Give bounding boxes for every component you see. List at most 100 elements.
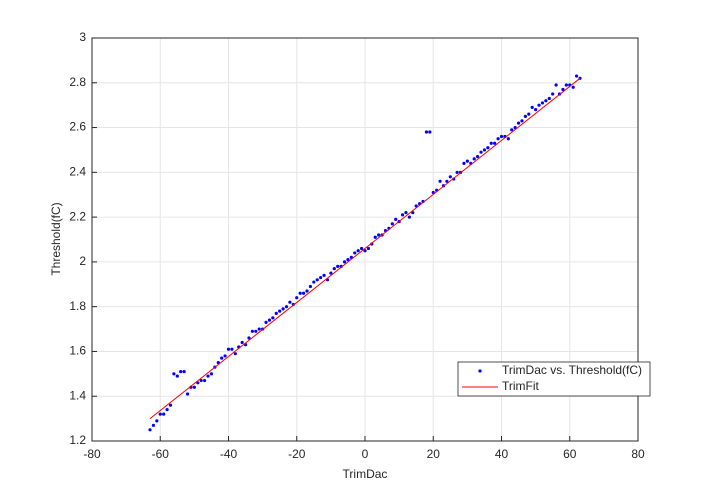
data-point bbox=[346, 258, 350, 262]
y-axis-label: Threshold(fC) bbox=[49, 202, 63, 275]
data-point bbox=[281, 307, 285, 311]
data-point bbox=[336, 264, 340, 268]
data-point bbox=[424, 130, 429, 134]
data-point bbox=[534, 108, 538, 112]
data-point bbox=[527, 112, 531, 116]
data-point bbox=[250, 329, 254, 333]
data-point bbox=[185, 392, 190, 396]
data-point bbox=[400, 213, 405, 217]
data-point bbox=[510, 128, 514, 132]
data-point bbox=[472, 157, 476, 161]
data-point bbox=[540, 101, 545, 105]
y-tick-label: 1.6 bbox=[69, 344, 86, 358]
data-point bbox=[554, 83, 558, 87]
data-point bbox=[564, 83, 568, 87]
data-point bbox=[319, 275, 323, 280]
data-point bbox=[366, 246, 371, 251]
data-point bbox=[179, 369, 183, 374]
data-point bbox=[172, 372, 176, 376]
legend-box bbox=[457, 361, 651, 397]
data-point bbox=[305, 289, 309, 293]
data-point bbox=[288, 300, 292, 304]
data-point bbox=[448, 175, 452, 179]
data-point bbox=[329, 271, 333, 275]
axes-box bbox=[91, 37, 639, 442]
data-point bbox=[209, 372, 214, 376]
x-tick-label: 60 bbox=[563, 447, 577, 461]
data-point bbox=[493, 141, 497, 145]
data-point bbox=[322, 273, 326, 277]
y-tick-label: 2.8 bbox=[69, 75, 86, 89]
data-point bbox=[363, 249, 367, 253]
data-point bbox=[168, 403, 173, 407]
data-point bbox=[482, 148, 487, 152]
data-point bbox=[267, 318, 272, 322]
data-point bbox=[182, 369, 186, 374]
legend-label: TrimFit bbox=[502, 379, 540, 393]
data-point bbox=[523, 114, 527, 118]
legend: TrimDac vs. Threshold(fC) TrimFit bbox=[457, 361, 651, 397]
data-point bbox=[240, 340, 244, 345]
data-point bbox=[373, 235, 377, 239]
data-point bbox=[308, 284, 312, 289]
data-point bbox=[226, 347, 231, 351]
data-point bbox=[332, 267, 336, 271]
data-point bbox=[206, 374, 210, 378]
data-point bbox=[551, 92, 555, 96]
x-tick-label: -20 bbox=[288, 447, 306, 461]
data-point bbox=[479, 150, 483, 154]
y-tick-label: 2.4 bbox=[69, 165, 86, 179]
data-point bbox=[254, 329, 258, 333]
data-point bbox=[390, 222, 394, 226]
data-point bbox=[342, 260, 347, 264]
x-tick-label: 40 bbox=[495, 447, 509, 461]
data-point bbox=[247, 336, 251, 340]
data-point bbox=[574, 74, 579, 78]
y-tick-label: 1.4 bbox=[69, 388, 86, 402]
legend-label: TrimDac vs. Threshold(fC) bbox=[502, 363, 642, 377]
data-point bbox=[257, 327, 261, 331]
x-tick-label: -40 bbox=[220, 447, 238, 461]
data-point bbox=[377, 233, 381, 237]
data-point bbox=[158, 412, 162, 416]
data-point bbox=[516, 121, 521, 125]
data-point bbox=[151, 423, 156, 427]
data-point bbox=[284, 305, 289, 309]
data-point bbox=[148, 428, 152, 432]
data-point bbox=[404, 211, 408, 215]
data-point bbox=[438, 179, 442, 183]
data-point bbox=[353, 251, 357, 255]
data-point bbox=[544, 99, 548, 103]
data-point bbox=[465, 159, 469, 163]
data-point bbox=[561, 87, 565, 92]
data-point bbox=[359, 246, 364, 251]
y-tick-label: 2.2 bbox=[69, 209, 86, 223]
data-point bbox=[162, 412, 166, 416]
data-point bbox=[199, 378, 203, 383]
data-point bbox=[223, 354, 227, 358]
data-point bbox=[428, 130, 432, 134]
data-point bbox=[489, 141, 493, 145]
data-point bbox=[486, 146, 490, 150]
legend-marker bbox=[478, 369, 482, 373]
data-point bbox=[301, 291, 306, 295]
data-point bbox=[295, 296, 299, 300]
y-tick-label: 1.8 bbox=[69, 299, 86, 313]
data-point bbox=[274, 311, 278, 315]
y-tick-label: 3 bbox=[79, 30, 86, 44]
data-point bbox=[233, 352, 237, 356]
data-point bbox=[298, 291, 302, 295]
x-tick-label: -80 bbox=[83, 447, 101, 461]
y-tick-label: 2.6 bbox=[69, 120, 86, 134]
data-point bbox=[220, 356, 224, 360]
data-point bbox=[571, 85, 575, 89]
data-point bbox=[462, 161, 466, 165]
data-point bbox=[271, 316, 275, 320]
data-point bbox=[278, 309, 282, 313]
fit-line bbox=[149, 77, 581, 420]
data-point bbox=[192, 385, 196, 389]
data-point bbox=[312, 280, 316, 284]
y-tick-label: 2 bbox=[79, 254, 86, 268]
data-point bbox=[476, 155, 480, 159]
x-tick-label: 0 bbox=[362, 447, 369, 461]
